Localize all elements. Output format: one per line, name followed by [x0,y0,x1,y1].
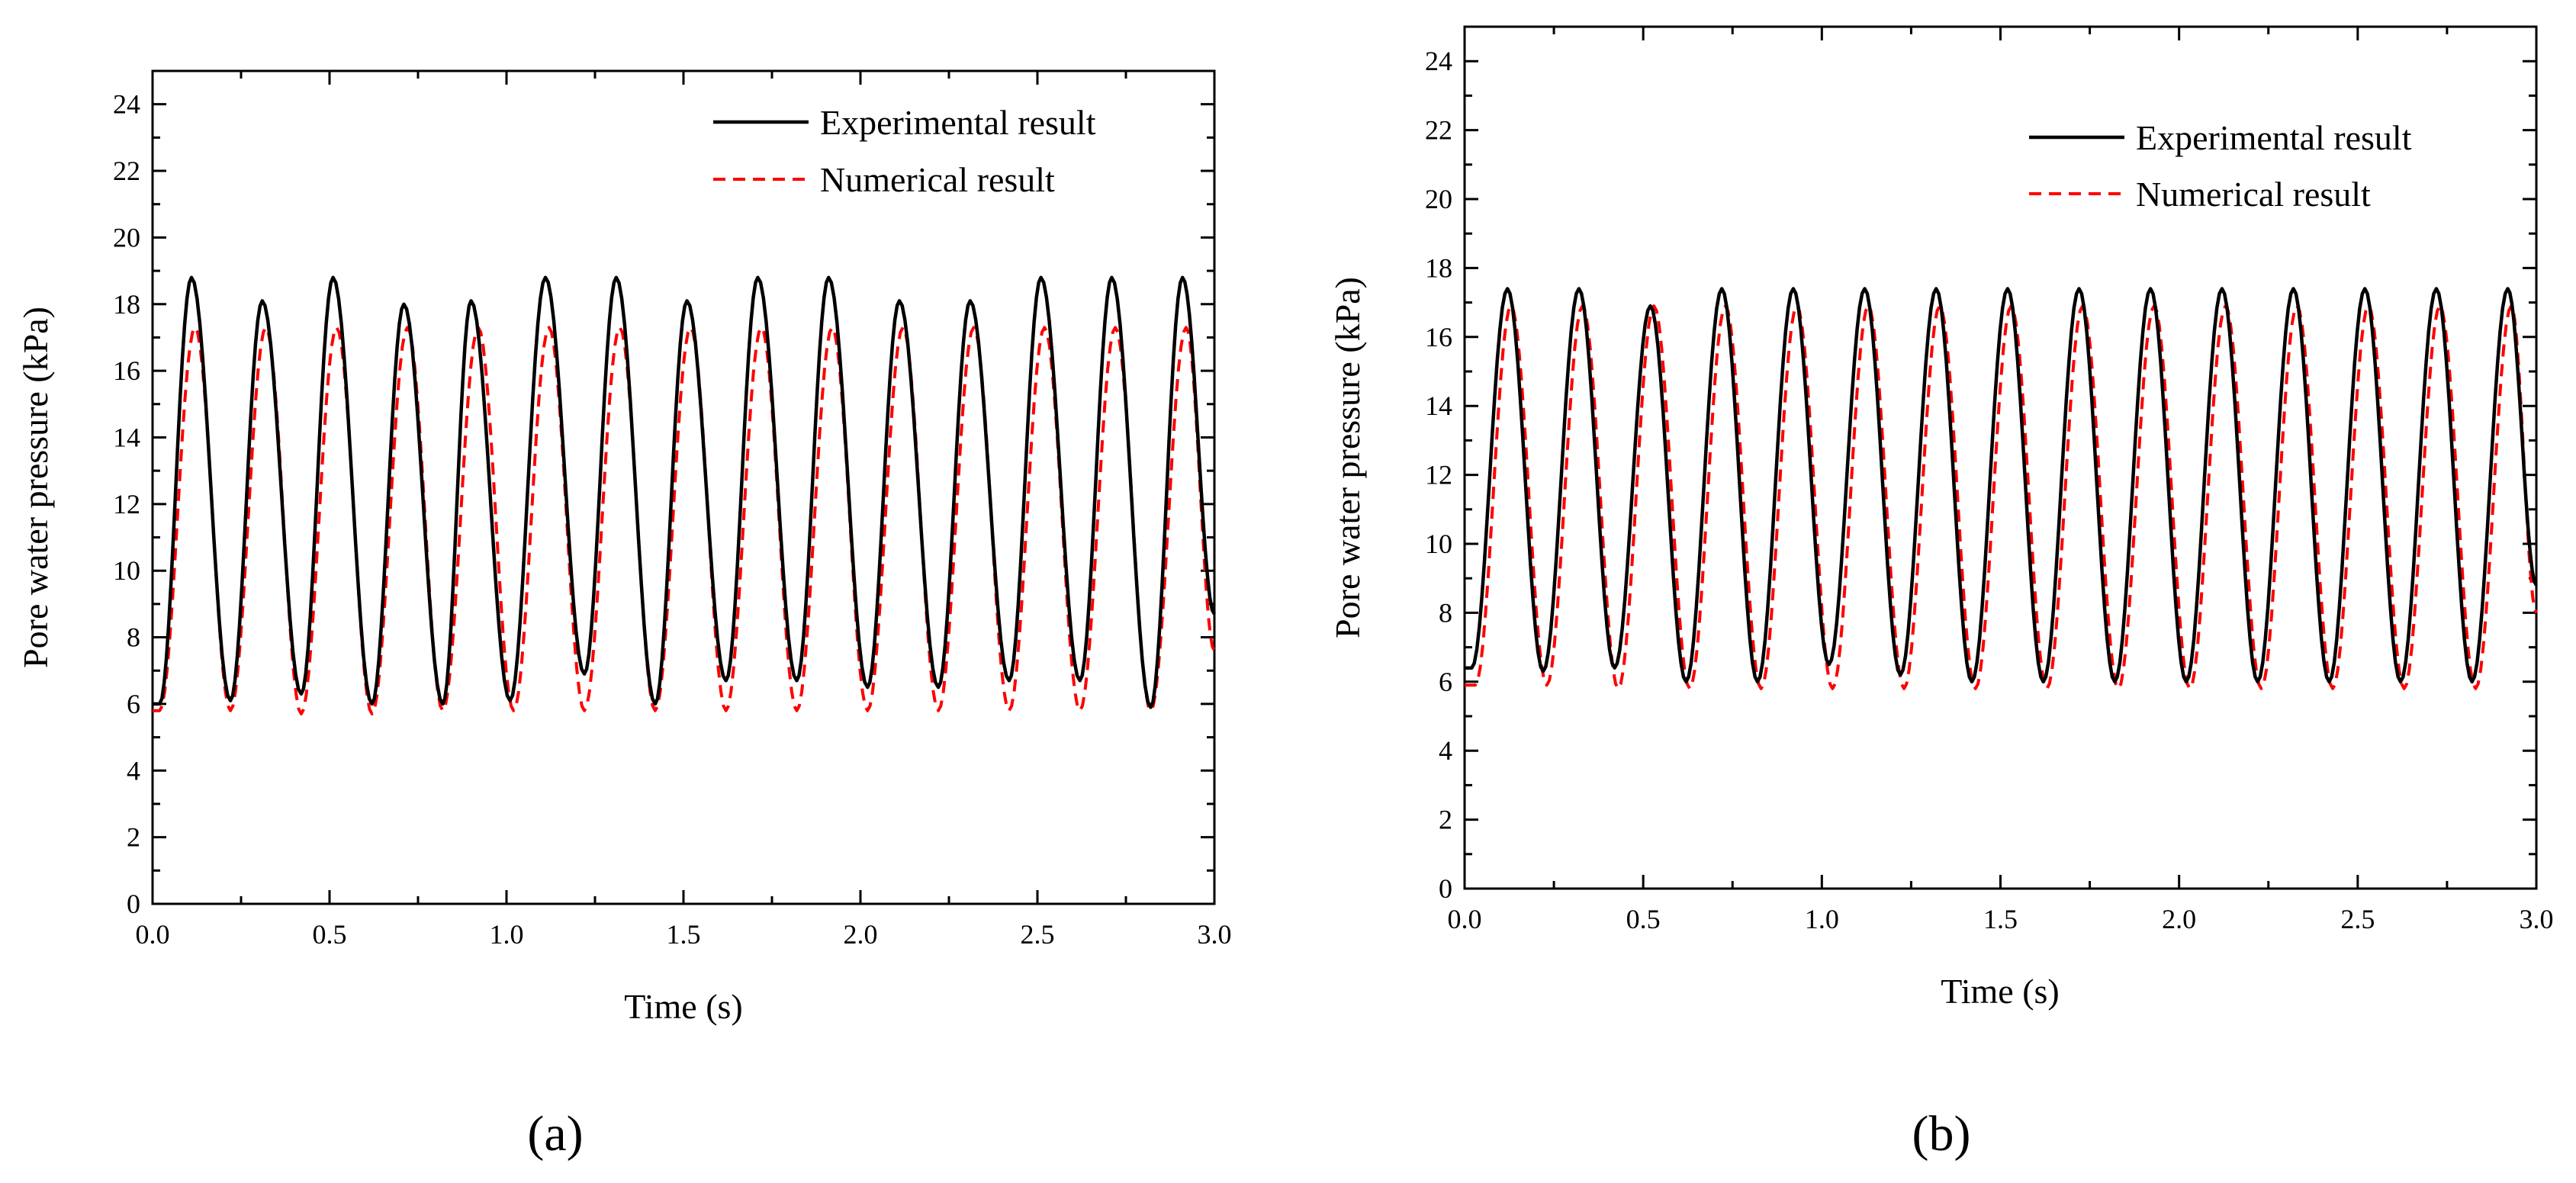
y-tick-label-b: 10 [1425,529,1452,559]
y-tick-label-b: 22 [1425,115,1452,146]
legend-label-numerical-a: Numerical result [820,160,1055,199]
x-tick-label-b: 1.5 [1983,904,2018,934]
chart-panel-b: 0.0 0.5 1.0 1.5 2.0 2.5 3.00246810121416182022… [1328,25,2554,1162]
x-axis-title-a: Time (s) [624,987,743,1026]
series-experimental-line-b [1463,287,2538,684]
y-tick-label-a: 16 [113,355,140,386]
y-tick-label-b: 12 [1425,460,1452,490]
legend-label-numerical-b: Numerical result [2136,175,2371,214]
legend-label-experimental-a: Experimental result [820,103,1096,142]
y-axis-title-b: Pore water pressure (kPa) [1328,277,1367,638]
y-tick-label-a: 4 [127,755,140,786]
y-tick-label-b: 8 [1439,597,1452,628]
x-tick-label-b: 1.0 [1805,904,1839,934]
chart-panel-a: 0.0 0.5 1.0 1.5 2.0 2.5 3.00246810121416182022… [16,69,1232,1162]
x-tick-label-a: 0.5 [313,919,347,950]
legend-b: Experimental result Numerical result [2029,118,2412,214]
x-tick-label-a: 0.0 [136,919,170,950]
tick-labels-b: 0.0 0.5 1.0 1.5 2.0 2.5 3.00246810121416182022… [1425,46,2554,934]
x-tick-label-a: 2.5 [1021,919,1055,950]
y-tick-label-a: 8 [127,622,140,653]
x-axis-title-b: Time (s) [1941,972,2060,1011]
ticks-a [151,71,1216,905]
y-tick-label-a: 18 [113,289,140,320]
y-tick-label-b: 6 [1439,667,1452,697]
y-tick-label-b: 18 [1425,252,1452,283]
x-tick-label-b: 2.0 [2162,904,2196,934]
y-tick-label-b: 14 [1425,391,1452,421]
tick-labels-a: 0.0 0.5 1.0 1.5 2.0 2.5 3.00246810121416182022… [113,89,1232,950]
y-tick-label-b: 24 [1425,46,1452,76]
y-tick-label-a: 2 [127,822,140,853]
x-tick-label-a: 2.0 [844,919,878,950]
x-tick-label-b: 0.5 [1626,904,1661,934]
y-tick-label-b: 20 [1425,184,1452,214]
y-tick-label-a: 20 [113,222,140,252]
y-tick-label-a: 12 [113,489,140,519]
y-tick-label-a: 22 [113,156,140,186]
x-tick-label-b: 0.0 [1448,904,1482,934]
y-tick-label-b: 2 [1439,805,1452,835]
panel-label-a: (a) [527,1106,583,1162]
legend-label-experimental-b: Experimental result [2136,118,2412,157]
series-b [1463,287,2538,690]
y-tick-label-b: 4 [1439,735,1452,766]
x-tick-label-a: 1.5 [667,919,701,950]
y-tick-label-a: 10 [113,555,140,586]
series-numerical-line-b [1464,304,2538,690]
y-tick-label-b: 0 [1439,873,1452,904]
legend-a: Experimental result Numerical result [713,103,1096,199]
plot-frame-a [151,69,1216,905]
series-experimental-line-a [151,275,1216,709]
y-axis-title-a: Pore water pressure (kPa) [16,307,55,668]
y-tick-label-a: 14 [113,422,140,452]
y-tick-label-b: 16 [1425,322,1452,352]
panel-label-b: (b) [1912,1106,1971,1162]
x-tick-label-b: 3.0 [2520,904,2554,934]
y-tick-label-a: 24 [113,89,140,120]
series-a [151,275,1216,715]
series-numerical-line-a [151,326,1216,715]
y-tick-label-a: 0 [127,889,140,919]
x-tick-label-b: 2.5 [2340,904,2375,934]
x-tick-label-a: 1.0 [490,919,524,950]
x-tick-label-a: 3.0 [1198,919,1232,950]
y-tick-label-a: 6 [127,689,140,719]
ticks-b [1463,27,2538,890]
